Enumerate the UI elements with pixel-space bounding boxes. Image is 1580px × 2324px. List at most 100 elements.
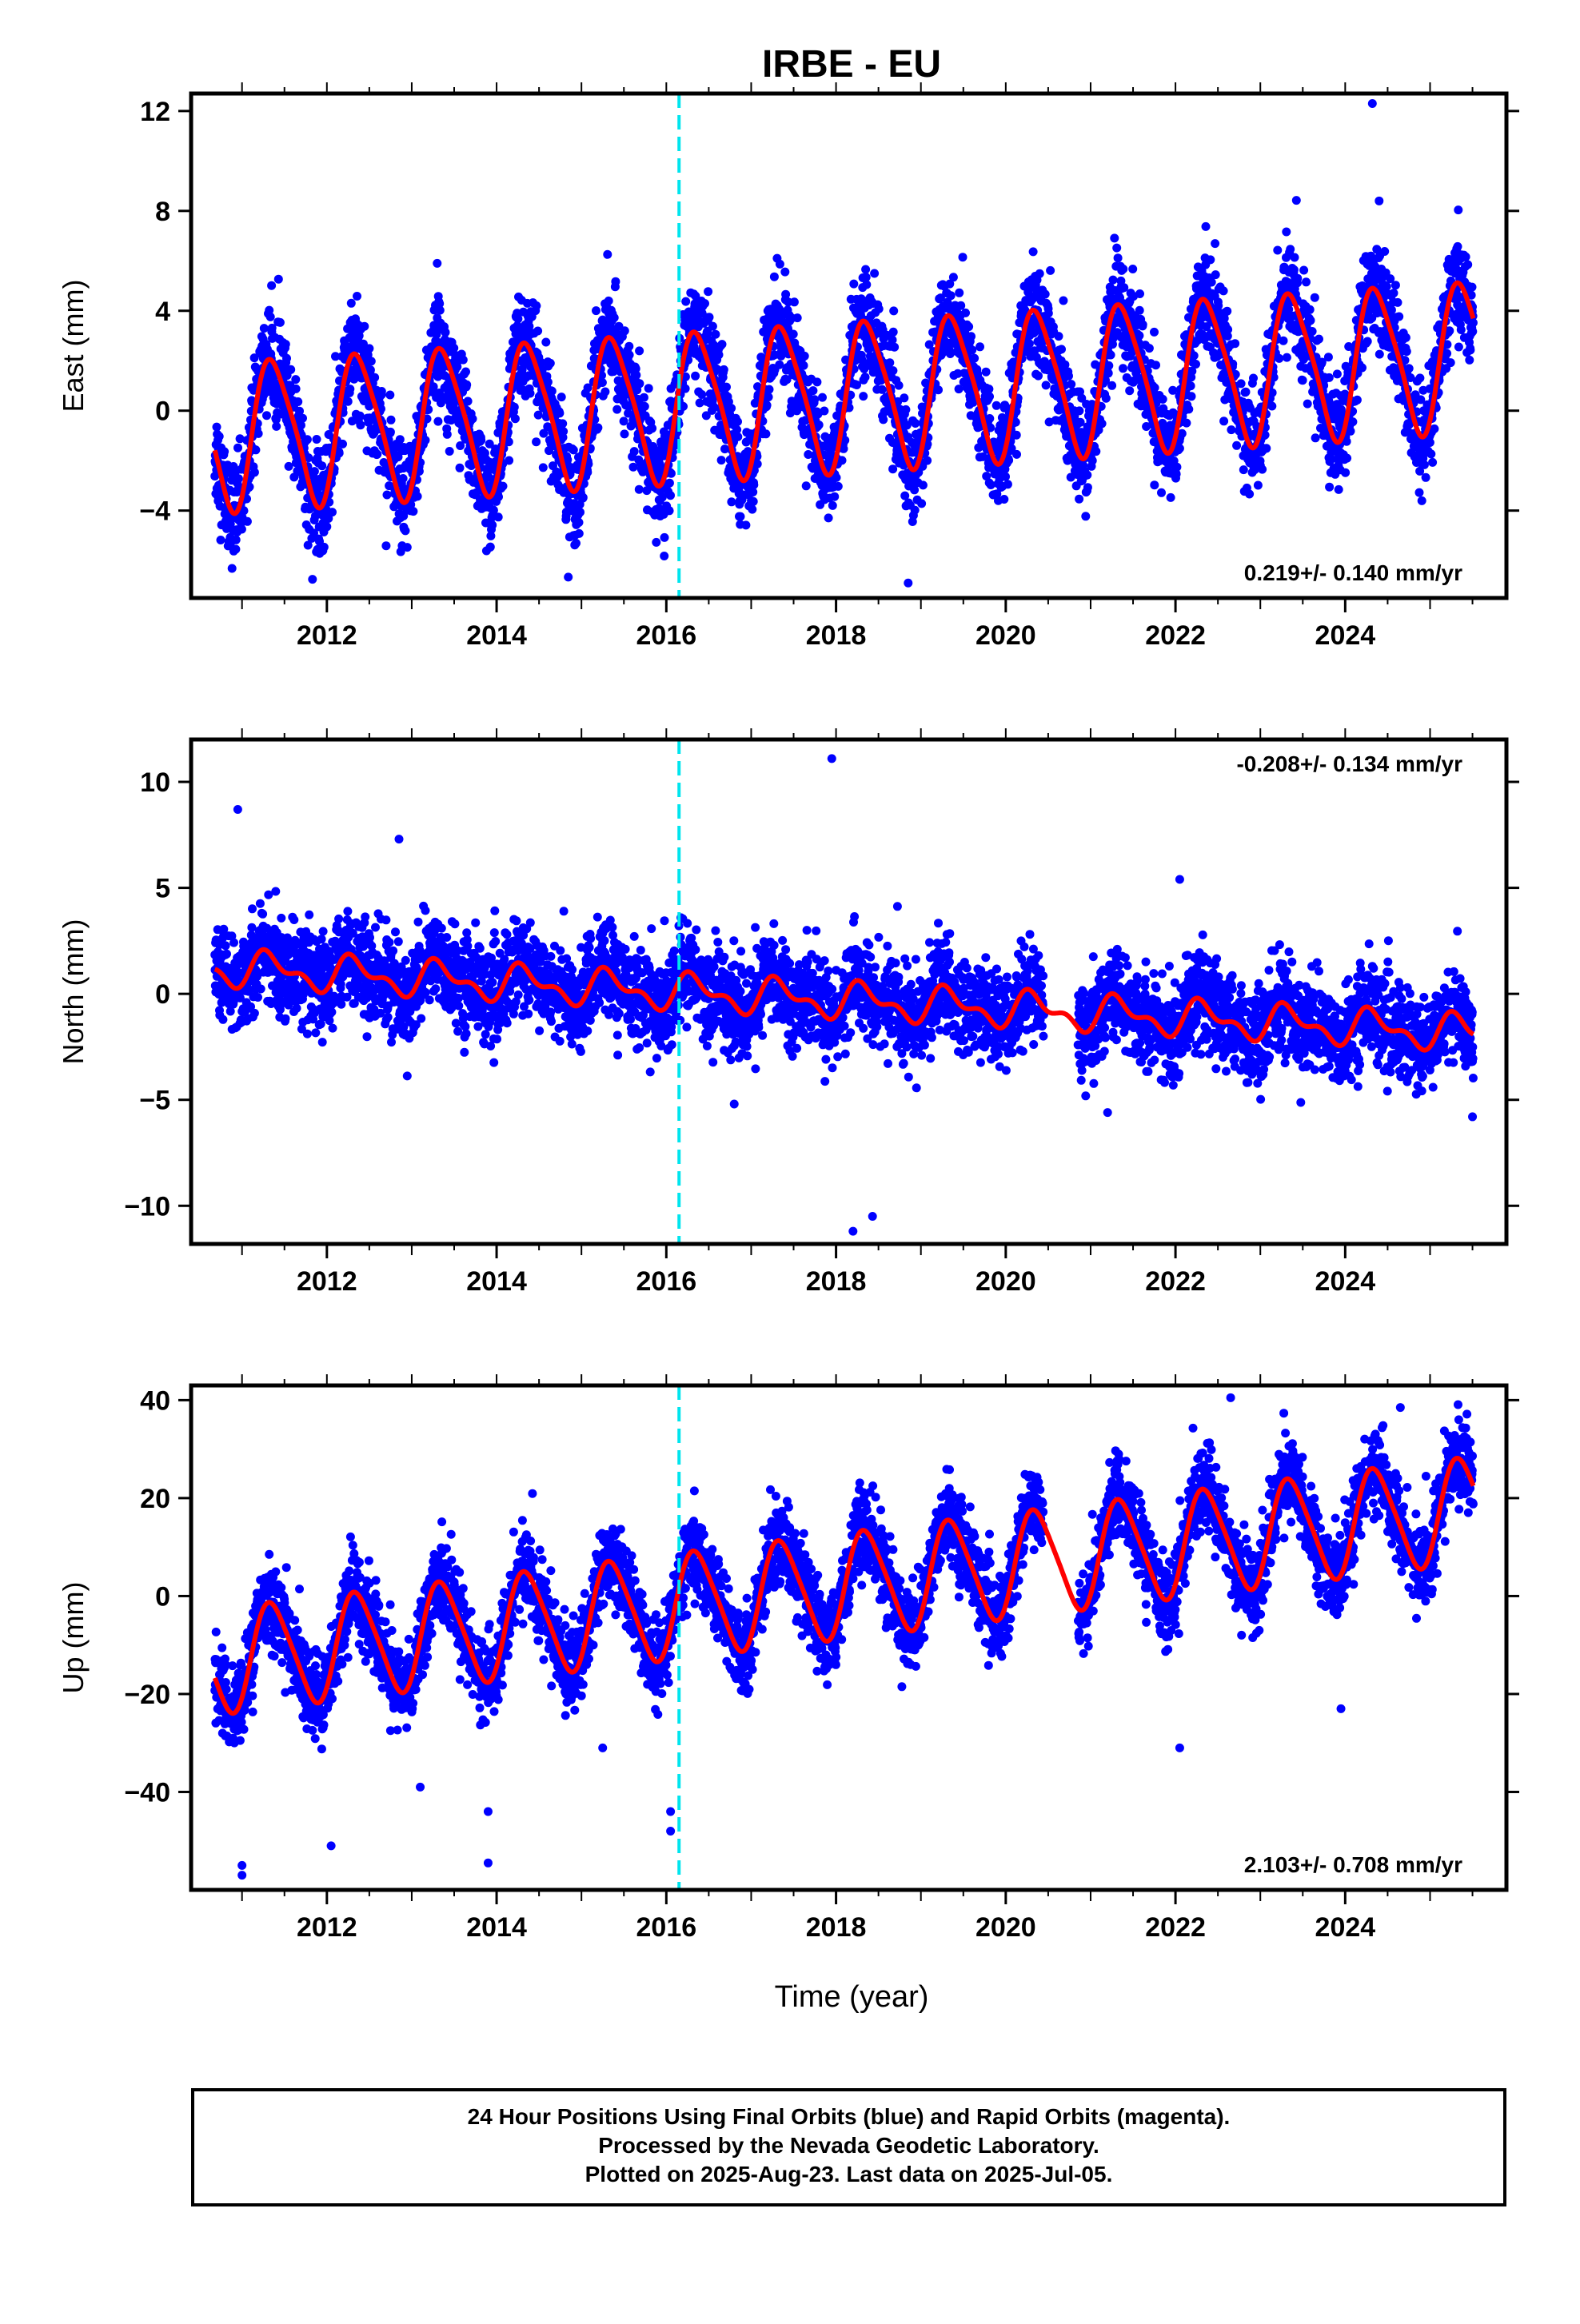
data-point	[1457, 325, 1466, 334]
data-point	[356, 421, 365, 429]
data-point	[1303, 400, 1312, 409]
data-point	[433, 417, 442, 426]
data-point	[1299, 266, 1308, 275]
data-point	[373, 450, 381, 459]
data-point	[1237, 379, 1246, 388]
data-point	[727, 404, 736, 413]
data-point	[310, 467, 319, 476]
data-point	[1083, 483, 1092, 492]
data-point	[919, 480, 928, 489]
data-point	[889, 328, 898, 337]
data-point	[959, 253, 968, 261]
data-point	[720, 365, 728, 374]
data-point	[1306, 305, 1315, 314]
data-point	[911, 506, 920, 515]
data-point	[399, 474, 408, 483]
data-point	[532, 437, 541, 446]
data-point	[1075, 406, 1083, 415]
data-point	[1446, 358, 1455, 367]
data-point	[510, 403, 519, 412]
outlier-point	[904, 579, 912, 588]
data-point	[722, 383, 731, 392]
data-point	[1333, 369, 1342, 378]
data-point	[386, 428, 395, 436]
data-point	[1125, 386, 1134, 395]
data-point	[802, 481, 811, 490]
data-point	[828, 501, 837, 510]
data-point	[1211, 270, 1220, 279]
data-point	[1422, 473, 1430, 482]
data-point	[282, 354, 291, 363]
data-point	[250, 468, 259, 476]
data-point	[1104, 361, 1113, 370]
data-point	[1150, 328, 1159, 337]
data-point	[317, 461, 326, 470]
data-point	[1462, 253, 1470, 261]
data-point	[360, 322, 369, 331]
data-point	[635, 485, 644, 494]
data-point	[266, 313, 275, 321]
data-point	[286, 365, 295, 374]
data-point	[1283, 353, 1291, 362]
data-point	[1299, 376, 1307, 385]
data-point	[992, 401, 1001, 410]
data-point	[1219, 286, 1228, 295]
data-point	[575, 518, 584, 527]
data-point	[464, 397, 473, 405]
data-point	[870, 269, 879, 278]
data-point	[403, 543, 412, 552]
data-point	[1469, 318, 1478, 327]
data-point	[579, 493, 588, 502]
data-point	[1211, 239, 1219, 248]
data-point	[593, 424, 602, 433]
data-point	[215, 432, 224, 440]
data-point	[1135, 289, 1144, 298]
data-point	[232, 536, 241, 544]
data-point	[1348, 417, 1357, 426]
data-point	[984, 385, 993, 393]
data-point	[741, 520, 750, 529]
data-point	[1302, 277, 1311, 286]
data-point	[620, 326, 629, 335]
data-point	[1035, 269, 1044, 278]
data-point	[947, 291, 956, 300]
data-point	[1151, 384, 1159, 393]
data-point	[1382, 282, 1391, 291]
data-point	[1025, 339, 1034, 348]
data-point	[733, 417, 742, 426]
data-point	[1119, 364, 1127, 373]
data-point	[1380, 247, 1389, 256]
data-point	[775, 361, 784, 369]
data-point	[1308, 327, 1317, 336]
data-point	[383, 491, 392, 500]
data-point	[1139, 321, 1147, 329]
data-point	[1110, 233, 1119, 242]
data-point	[700, 299, 709, 308]
data-point	[1273, 246, 1282, 255]
data-point	[1206, 255, 1215, 264]
data-point	[544, 377, 553, 386]
data-point	[632, 371, 640, 380]
data-point	[1081, 512, 1090, 520]
data-point	[889, 306, 898, 315]
data-point	[1207, 278, 1216, 287]
data-point	[1046, 266, 1055, 275]
data-point	[572, 539, 581, 548]
data-point	[370, 373, 379, 382]
data-point	[254, 429, 263, 438]
data-point	[548, 387, 557, 396]
data-point	[780, 268, 789, 277]
data-point	[1375, 350, 1384, 359]
data-point	[875, 305, 884, 313]
data-point	[1159, 395, 1167, 404]
data-point	[1254, 481, 1263, 490]
data-point	[1191, 360, 1200, 369]
data-point	[564, 572, 573, 581]
data-point	[1418, 496, 1426, 505]
data-point	[1454, 205, 1462, 214]
data-point	[499, 482, 508, 491]
data-point	[810, 395, 819, 404]
data-point	[1119, 265, 1127, 273]
data-point	[234, 474, 243, 483]
